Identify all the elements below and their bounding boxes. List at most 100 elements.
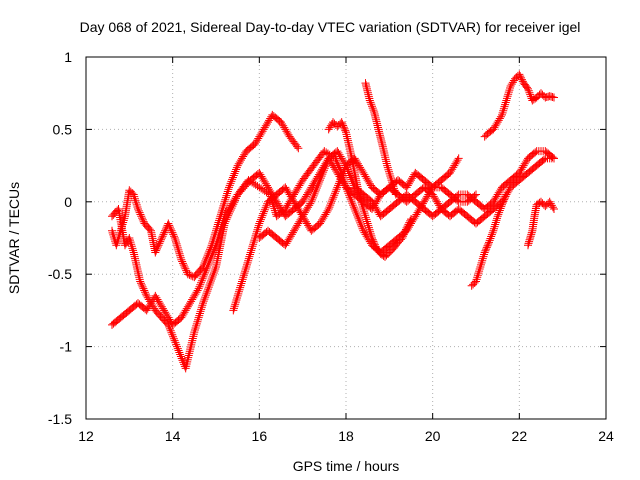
data-point [213, 222, 222, 231]
data-point [477, 258, 486, 267]
data-point [168, 330, 177, 339]
data-point [170, 336, 179, 345]
data-point [262, 201, 271, 210]
data-point [229, 304, 238, 313]
data-point [501, 192, 510, 201]
data-point [166, 326, 175, 335]
data-point [498, 200, 506, 209]
data-point [362, 215, 371, 224]
data-point [345, 193, 354, 202]
data-point [197, 276, 206, 285]
data-point [405, 218, 414, 227]
data-point [233, 293, 242, 302]
data-point [196, 307, 205, 316]
data-point [195, 309, 204, 318]
data-point [368, 234, 376, 242]
data-point [114, 235, 123, 244]
data-point [295, 181, 304, 190]
data-point [238, 277, 246, 286]
data-point [497, 202, 506, 211]
data-point [350, 205, 359, 214]
data-point [257, 213, 266, 222]
data-point [134, 205, 142, 214]
data-point [525, 88, 534, 97]
data-point [181, 264, 190, 273]
data-point [266, 186, 275, 195]
data-point [500, 195, 509, 204]
data-point [173, 344, 182, 353]
data-point [365, 96, 374, 105]
data-point [221, 193, 230, 202]
data-point [241, 267, 250, 276]
data-point [316, 174, 325, 183]
data-point [367, 231, 376, 240]
data-point [401, 225, 410, 234]
data-point [170, 232, 179, 241]
data-point [270, 204, 279, 213]
data-point [260, 205, 269, 214]
data-point [176, 253, 185, 262]
data-point [168, 228, 177, 237]
data-point [249, 238, 258, 247]
data-point [391, 190, 400, 199]
data-point [399, 230, 408, 239]
data-point [305, 201, 314, 210]
data-point [236, 156, 245, 165]
data-point [236, 283, 245, 292]
data-point [170, 234, 179, 242]
data-point [360, 228, 369, 237]
data-point [171, 338, 180, 347]
data-point [183, 270, 192, 279]
data-point [369, 237, 378, 246]
data-point [176, 251, 185, 260]
y-tick-label: 1 [64, 49, 72, 65]
data-point [493, 212, 502, 221]
data-point [298, 212, 307, 221]
data-point [169, 332, 178, 341]
data-point [187, 340, 196, 349]
x-tick-label: 16 [252, 428, 268, 444]
data-point [355, 190, 363, 199]
data-point [366, 98, 375, 107]
data-point [503, 188, 512, 197]
data-point [337, 154, 346, 163]
data-point [200, 270, 209, 279]
data-point [117, 224, 126, 233]
data-point [325, 203, 334, 212]
data-point [206, 279, 215, 288]
data-point [292, 186, 301, 195]
data-point [387, 176, 396, 185]
data-point [279, 121, 288, 130]
data-point [204, 285, 213, 294]
data-point [205, 247, 214, 256]
data-point [486, 234, 495, 243]
data-point [501, 100, 510, 109]
data-point [384, 165, 393, 174]
data-point [218, 206, 227, 215]
data-point [358, 224, 367, 233]
series-track-9 [467, 190, 511, 290]
data-point [358, 202, 367, 211]
data-point [368, 102, 376, 111]
data-point [142, 291, 151, 300]
y-tick-label: -1.5 [48, 411, 72, 427]
data-point [502, 96, 511, 105]
data-point [179, 261, 188, 270]
data-point [145, 225, 154, 234]
data-point [260, 207, 269, 216]
data-point [491, 218, 500, 227]
data-point [232, 163, 241, 172]
data-point [177, 354, 186, 363]
data-point [360, 170, 369, 179]
data-point [317, 172, 326, 181]
data-point [182, 266, 191, 275]
data-point [481, 246, 490, 255]
data-point [201, 293, 210, 302]
data-point [305, 186, 314, 195]
data-point [185, 349, 194, 358]
data-point [344, 189, 353, 198]
data-point [200, 268, 209, 277]
x-tick-label: 20 [425, 428, 441, 444]
data-point [194, 315, 203, 324]
data-point [197, 303, 206, 312]
